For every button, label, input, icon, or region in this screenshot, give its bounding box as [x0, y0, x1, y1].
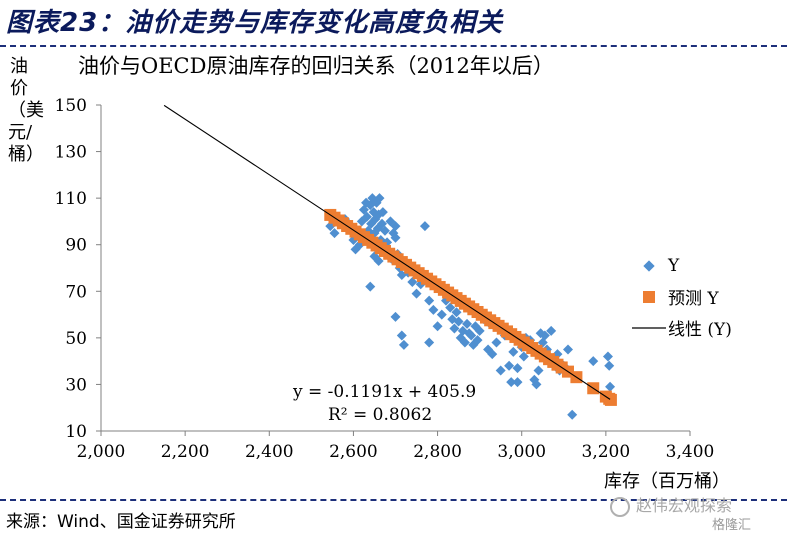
x-axis-label: 库存（百万桶）: [604, 471, 730, 492]
x-tick-label: 3,200: [582, 442, 631, 462]
source-note: 来源：Wind、国金证券研究所: [6, 512, 236, 532]
data-point-actual: [588, 356, 599, 367]
data-point-actual: [419, 221, 430, 232]
data-point-actual: [398, 339, 409, 350]
watermark: 赵伟宏观探索: [610, 492, 732, 517]
y-tick-label: 70: [65, 282, 87, 302]
data-point-actual: [390, 221, 401, 232]
data-point-actual: [379, 225, 390, 236]
y-tick-label: 90: [65, 236, 87, 256]
chart-title: 油价与OECD原油库存的回归关系（2012年以后）: [78, 54, 554, 78]
data-point-actual: [567, 409, 578, 420]
data-point-actual: [462, 318, 473, 329]
data-point-actual: [329, 228, 340, 239]
data-point-predicted: [604, 393, 617, 406]
y-tick-label: 30: [65, 375, 87, 395]
figure-title: 图表23：油价走势与库存变化高度负相关: [6, 8, 504, 38]
data-point-actual: [605, 381, 616, 392]
x-tick-label: 2,600: [329, 442, 378, 462]
watermark-account: 赵伟宏观探索: [636, 496, 733, 515]
data-point-actual: [539, 330, 550, 341]
data-point-actual: [504, 360, 515, 371]
data-point-actual: [449, 323, 460, 334]
data-point-actual: [487, 349, 498, 360]
data-point-actual: [424, 337, 435, 348]
legend-label-trend: 线性 (Y): [668, 320, 732, 340]
legend-label-predicted: 预测 Y: [668, 289, 719, 309]
data-point-actual: [373, 256, 384, 267]
data-point-actual: [445, 302, 456, 313]
diamond-marker-icon: [630, 259, 668, 273]
data-point-actual: [451, 307, 462, 318]
data-point-actual: [533, 365, 544, 376]
x-tick-label: 2,400: [245, 442, 294, 462]
data-point-actual: [495, 365, 506, 376]
data-point-actual: [506, 377, 517, 388]
y-tick-label: 50: [65, 329, 87, 349]
data-point-actual: [466, 330, 477, 341]
data-point-actual: [428, 304, 439, 315]
data-point-actual: [508, 346, 519, 357]
watermark-platform: 格隆汇: [712, 518, 752, 533]
data-point-actual: [432, 321, 443, 332]
y-tick-label: 150: [55, 96, 87, 116]
data-point-actual: [411, 288, 422, 299]
data-point-actual: [459, 337, 470, 348]
legend-item-trend: 线性 (Y): [630, 312, 732, 343]
data-point-actual: [472, 335, 483, 346]
legend-item-predicted: 预测 Y: [630, 281, 732, 312]
line-marker-icon: [630, 325, 668, 331]
data-point-actual: [361, 211, 372, 222]
data-point-actual: [604, 360, 615, 371]
title-divider: [0, 45, 787, 47]
y-tick-label: 10: [65, 422, 87, 442]
data-point-actual: [602, 351, 613, 362]
x-tick-label: 3,400: [666, 442, 715, 462]
data-point-actual: [512, 363, 523, 374]
y-tick-label: 110: [55, 189, 87, 209]
data-point-actual: [390, 311, 401, 322]
data-point-actual: [546, 325, 557, 336]
y-tick-label: 130: [55, 143, 87, 163]
regression-equation: y = -0.1191x + 405.9: [293, 382, 477, 402]
legend-item-actual: Y: [630, 250, 732, 281]
x-tick-label: 2,000: [77, 442, 126, 462]
data-point-actual: [436, 309, 447, 320]
data-point-actual: [407, 276, 418, 287]
x-tick-label: 3,000: [497, 442, 546, 462]
regression-r-squared: R² = 0.8062: [328, 405, 433, 425]
trend-line: [163, 104, 611, 400]
data-point-actual: [531, 379, 542, 390]
source-divider: [0, 499, 787, 501]
data-point-actual: [562, 344, 573, 355]
x-tick-label: 2,200: [161, 442, 210, 462]
legend: Y 预测 Y 线性 (Y): [630, 250, 732, 343]
regression-annotation: y = -0.1191x + 405.9 R² = 0.8062: [293, 381, 476, 427]
x-tick-label: 2,800: [413, 442, 462, 462]
data-point-actual: [365, 281, 376, 292]
data-point-actual: [374, 193, 385, 204]
data-point-actual: [512, 377, 523, 388]
square-marker-icon: [630, 290, 668, 304]
data-point-actual: [491, 337, 502, 348]
data-point-actual: [396, 330, 407, 341]
data-point-actual: [453, 316, 464, 327]
legend-label-actual: Y: [668, 255, 680, 276]
data-point-actual: [474, 325, 485, 336]
data-point-actual: [390, 232, 401, 243]
data-point-actual: [424, 295, 435, 306]
wechat-icon: [610, 496, 630, 517]
data-point-actual: [377, 207, 388, 218]
